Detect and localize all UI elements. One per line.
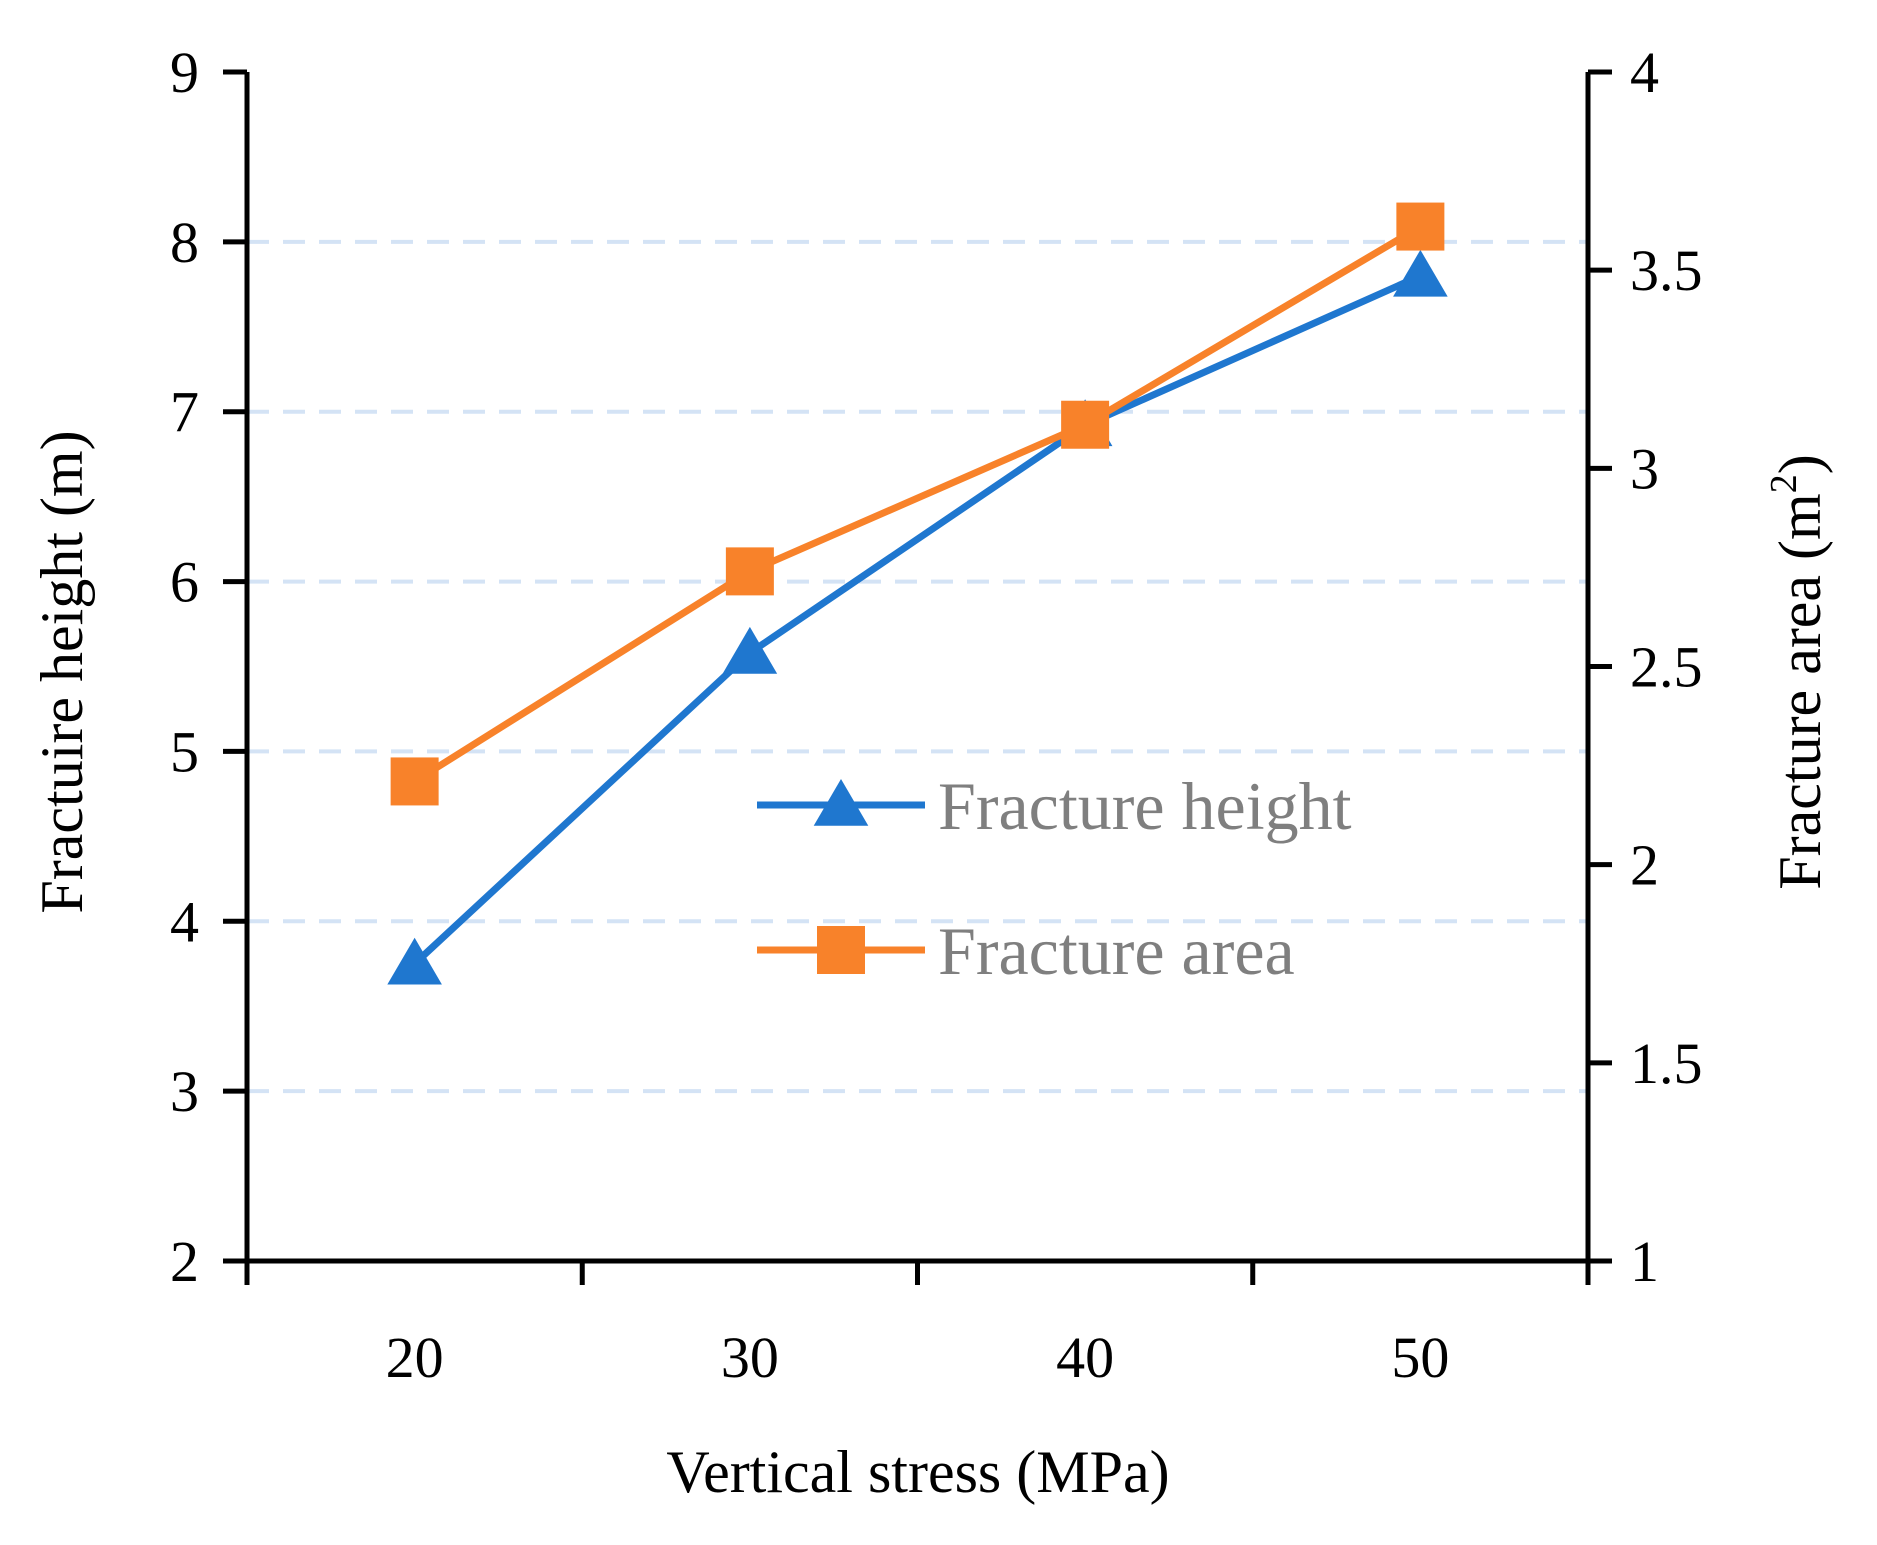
- y-axis-right-title-superscript: 2: [1763, 474, 1805, 493]
- series-line-area: [412, 223, 1423, 785]
- axes: 2 3 4 5 6 7 8 9 1 1.5 2 2.5 3 3.5 4 20 30 40 50: [170, 40, 1703, 1390]
- triangle-point: [387, 937, 442, 985]
- y-right-tick-label: 2: [1630, 833, 1659, 898]
- square-point: [1061, 400, 1110, 449]
- y-left-tick-label: 3: [170, 1059, 199, 1124]
- y-right-tick-label: 2.5: [1630, 635, 1703, 700]
- y-axis-right-title-close: ): [1767, 454, 1833, 474]
- y-left-tick-label: 7: [170, 380, 199, 445]
- x-axis-title: Vertical stress (MPa): [666, 1439, 1169, 1505]
- x-tick-label: 30: [721, 1325, 779, 1390]
- legend-label-height: Fracture height: [938, 768, 1352, 844]
- y-right-tick-label: 4: [1630, 40, 1659, 105]
- gridlines: [247, 239, 1588, 1094]
- legend-marker-area: [817, 926, 865, 974]
- series: [387, 202, 1448, 985]
- x-tick-label: 20: [386, 1325, 444, 1390]
- square-point: [725, 547, 774, 596]
- y-left-tick-label: 8: [170, 210, 199, 275]
- series-line-height: [412, 272, 1422, 967]
- y-left-tick-label: 6: [170, 550, 199, 615]
- y-left-tick-label: 5: [170, 719, 199, 784]
- triangle-point: [1393, 249, 1448, 297]
- square-point: [390, 757, 439, 806]
- square-point: [1396, 202, 1445, 251]
- triangle-point: [722, 626, 778, 674]
- y-axis-right-title: Fracture area (m2): [1763, 454, 1833, 889]
- y-right-tick-label: 1.5: [1630, 1031, 1703, 1096]
- legend-marker-height: [813, 779, 869, 826]
- y-right-tick-label: 3.5: [1630, 238, 1703, 303]
- x-tick-label: 40: [1056, 1325, 1114, 1390]
- y-axis-left-title: Fractuire height (m): [29, 430, 95, 913]
- legend-label-area: Fracture area: [938, 913, 1295, 989]
- y-left-tick-label: 4: [170, 889, 199, 954]
- x-tick-label: 50: [1391, 1325, 1449, 1390]
- legend: Fracture height Fracture area: [757, 768, 1352, 989]
- y-axis-right-title-base: Fracture area (m: [1767, 493, 1833, 889]
- y-right-tick-label: 3: [1630, 436, 1659, 501]
- y-left-tick-label: 9: [170, 40, 199, 105]
- y-left-tick-label: 2: [170, 1229, 199, 1294]
- y-right-tick-label: 1: [1630, 1229, 1659, 1294]
